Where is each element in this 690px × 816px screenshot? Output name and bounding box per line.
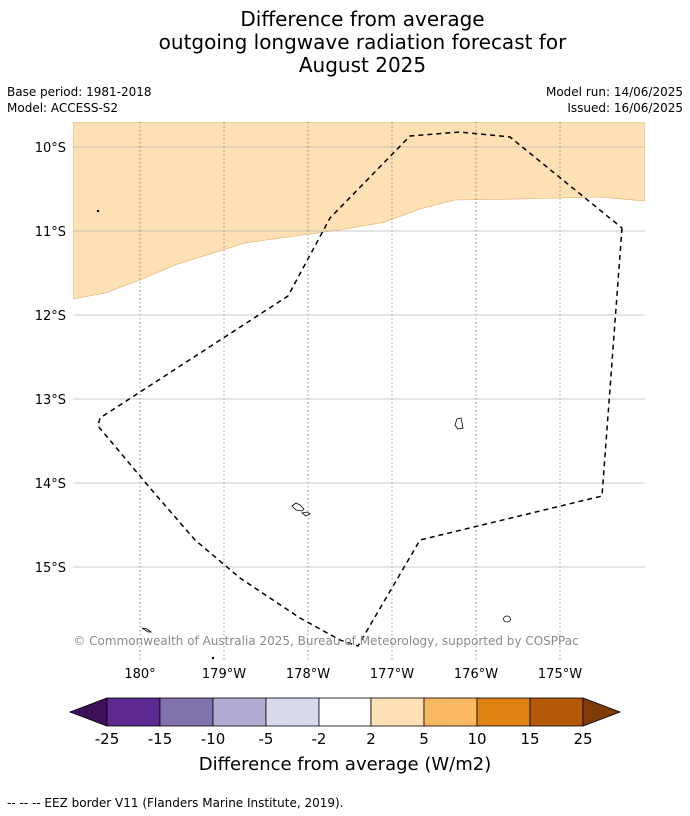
island-niuafoou — [503, 615, 511, 623]
colorbar-segment — [529, 697, 584, 727]
lon-label: 179°W — [202, 667, 246, 682]
colorbar-min-extend — [68, 697, 108, 727]
graticule — [73, 146, 645, 568]
colorbar-segment — [106, 697, 161, 727]
colorbar-tick: -5 — [259, 730, 274, 748]
meta-right: Model run: 14/06/2025 Issued: 16/06/2025 — [546, 84, 683, 116]
colorbar-segment — [212, 697, 267, 727]
map-title: Difference from average outgoing longwav… — [0, 8, 690, 77]
anomaly-region-fill — [73, 122, 645, 300]
title-line-1: Difference from average — [240, 7, 485, 31]
lon-labels: 180° 179°W 178°W 177°W 176°W 175°W — [124, 667, 582, 682]
island-wallis — [454, 417, 464, 430]
lat-label: 11°S — [35, 225, 66, 240]
lat-label: 14°S — [35, 477, 66, 492]
colorbar-tick: 15 — [520, 730, 539, 748]
colorbar-tick: 2 — [366, 730, 376, 748]
colorbar-label: Difference from average (W/m2) — [199, 754, 491, 775]
colorbar-tick: 25 — [573, 730, 592, 748]
colorbar-segment — [423, 697, 478, 727]
lat-label: 15°S — [35, 561, 66, 576]
colorbar-segment — [159, 697, 214, 727]
map-area: © Commonwealth of Australia 2025, Bureau… — [73, 122, 645, 660]
lat-label: 10°S — [35, 141, 66, 156]
title-line-2: outgoing longwave radiation forecast for — [158, 30, 567, 54]
meridians — [139, 122, 561, 660]
colorbar-tick: -15 — [148, 730, 173, 748]
colorbar — [68, 697, 622, 727]
lat-label: 13°S — [35, 393, 66, 408]
lat-label: 12°S — [35, 309, 66, 324]
lon-label: 175°W — [538, 667, 582, 682]
lon-label: 178°W — [286, 667, 330, 682]
model-run: Model run: 14/06/2025 — [545, 85, 683, 99]
eez-legend: -- -- -- EEZ border V11 (Flanders Marine… — [7, 796, 344, 810]
colorbar-max-extend — [582, 697, 622, 727]
colorbar-segment — [318, 697, 372, 727]
island-small-sw — [141, 627, 153, 633]
colorbar-segment — [370, 697, 425, 727]
colorbar-segment — [476, 697, 531, 727]
model-name: Model: ACCESS-S2 — [7, 101, 119, 115]
island-dot-north — [96, 209, 100, 213]
lon-label: 177°W — [370, 667, 414, 682]
colorbar-tick: 10 — [467, 730, 486, 748]
issued-date: Issued: 16/06/2025 — [567, 101, 683, 115]
colorbar-segment — [265, 697, 320, 727]
copyright-text: © Commonwealth of Australia 2025, Bureau… — [73, 634, 578, 648]
island-dot-south — [211, 656, 215, 660]
lon-label: 176°W — [454, 667, 498, 682]
title-line-3: August 2025 — [298, 53, 427, 77]
colorbar-tick: -25 — [95, 730, 120, 748]
meta-left: Base period: 1981-2018 Model: ACCESS-S2 — [7, 84, 152, 116]
base-period: Base period: 1981-2018 — [7, 85, 152, 99]
islands — [96, 209, 511, 660]
colorbar-tick: 5 — [419, 730, 429, 748]
lat-labels: 10°S 11°S 12°S 13°S 14°S 15°S — [35, 141, 66, 576]
colorbar-tick: -10 — [201, 730, 226, 748]
colorbar-tick: -2 — [312, 730, 327, 748]
island-futuna — [291, 502, 305, 512]
colorbar-ticks: -25 -15 -10 -5 -2 2 5 10 15 25 — [95, 730, 593, 748]
island-alofi — [301, 511, 311, 517]
lon-label: 180° — [124, 667, 155, 682]
